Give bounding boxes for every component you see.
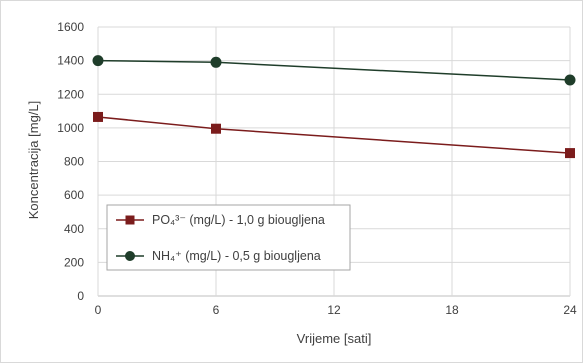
data-point bbox=[564, 74, 576, 86]
data-point bbox=[210, 56, 222, 68]
y-tick-label: 800 bbox=[64, 155, 84, 169]
x-tick-label: 6 bbox=[213, 303, 220, 317]
y-tick-label: 1600 bbox=[57, 20, 84, 34]
series-1 bbox=[92, 55, 576, 86]
data-point bbox=[92, 55, 104, 67]
x-axis-title: Vrijeme [sati] bbox=[297, 331, 372, 346]
x-tick-label: 12 bbox=[327, 303, 341, 317]
data-point bbox=[211, 123, 221, 134]
y-tick-label: 1000 bbox=[57, 121, 84, 135]
y-tick-label: 1200 bbox=[57, 87, 84, 101]
y-tick-label: 1400 bbox=[57, 54, 84, 68]
legend-label-nh4: NH₄⁺ (mg/L) - 0,5 g biougljena bbox=[152, 249, 321, 263]
data-point bbox=[93, 111, 103, 122]
data-point bbox=[565, 148, 575, 159]
y-tick-label: 400 bbox=[64, 222, 84, 236]
x-tick-label: 18 bbox=[445, 303, 459, 317]
legend: PO₄³⁻ (mg/L) - 1,0 g biougljena NH₄⁺ (mg… bbox=[106, 204, 351, 271]
y-axis-title: Koncentracija [mg/L] bbox=[26, 101, 41, 220]
y-tick-label: 200 bbox=[64, 255, 84, 269]
series-0 bbox=[93, 111, 575, 159]
series-layer bbox=[92, 55, 576, 159]
x-tick-label: 24 bbox=[563, 303, 577, 317]
legend-box bbox=[106, 204, 351, 271]
y-tick-label: 600 bbox=[64, 188, 84, 202]
legend-marker-nh4 bbox=[125, 251, 135, 261]
tick-labels: 0 200 400 600 800 1000 1200 1400 1600 0 6 12 18 24 bbox=[57, 20, 577, 317]
x-tick-label: 0 bbox=[95, 303, 102, 317]
y-tick-label: 0 bbox=[77, 289, 84, 303]
legend-label-po4: PO₄³⁻ (mg/L) - 1,0 g biougljena bbox=[152, 213, 325, 227]
legend-marker-po4 bbox=[125, 215, 135, 225]
